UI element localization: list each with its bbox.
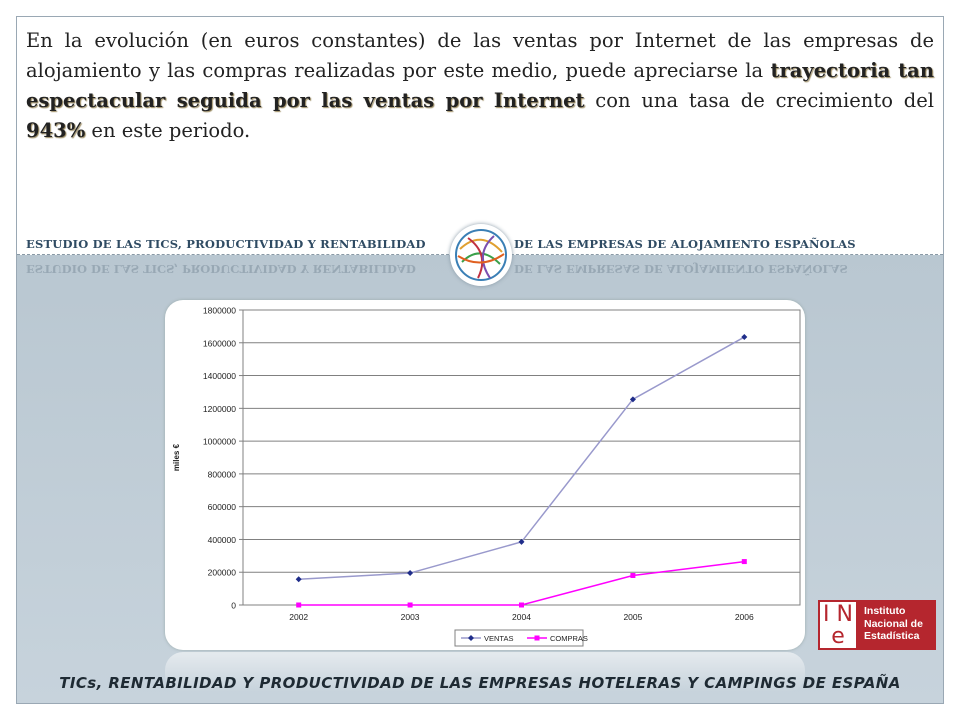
data-point-compras bbox=[296, 602, 302, 608]
slide-frame bbox=[16, 16, 944, 704]
x-tick-label: 2006 bbox=[735, 612, 754, 622]
paragraph-highlight-2: 943% bbox=[26, 119, 86, 142]
legend-marker bbox=[534, 635, 540, 641]
intro-paragraph: En la evolución (en euros constantes) de… bbox=[26, 26, 934, 146]
banner-left: ESTUDIO DE LAS TICS, PRODUCTIVIDAD Y REN… bbox=[26, 237, 426, 251]
data-point-compras bbox=[741, 559, 747, 565]
x-tick-label: 2002 bbox=[289, 612, 308, 622]
y-tick-label: 1000000 bbox=[203, 437, 236, 447]
data-point-ventas bbox=[518, 538, 525, 545]
line-chart: 0 200000 400000 600000 800000 1000000 1200000 1… bbox=[172, 306, 801, 647]
y-tick-label: 600000 bbox=[208, 502, 237, 512]
y-tick-label: 1800000 bbox=[203, 306, 236, 316]
x-tick-label: 2005 bbox=[623, 612, 642, 622]
legend-box bbox=[454, 629, 584, 647]
data-point-ventas bbox=[629, 396, 636, 403]
chart-reflection bbox=[165, 652, 805, 692]
data-point-compras bbox=[407, 602, 413, 608]
y-tick-label: 1600000 bbox=[203, 338, 236, 348]
data-point-ventas bbox=[741, 334, 748, 341]
banner-left-reflection: ESTUDIO DE LAS TICS, PRODUCTIVIDAD Y REN… bbox=[26, 262, 416, 276]
x-tick-label: 2003 bbox=[401, 612, 420, 622]
paragraph-text-3: en este periodo. bbox=[85, 119, 251, 142]
data-point-ventas bbox=[407, 570, 414, 577]
data-point-compras bbox=[519, 602, 524, 608]
legend-label: COMPRAS bbox=[550, 634, 588, 643]
data-point-compras bbox=[630, 573, 636, 578]
y-tick-label: 0 bbox=[231, 601, 236, 611]
footer-title: TICs, RENTABILIDAD Y PRODUCTIVIDAD DE LA… bbox=[59, 674, 901, 692]
ine-name: Instituto Nacional de Estadística bbox=[864, 605, 923, 643]
paragraph-text-2: con una tasa de crecimiento del bbox=[584, 89, 934, 112]
y-tick-label: 400000 bbox=[208, 535, 237, 545]
y-tick-label: 1400000 bbox=[203, 371, 236, 381]
data-point-ventas bbox=[295, 576, 302, 583]
x-tick-label: 2004 bbox=[512, 612, 531, 622]
plot-area bbox=[242, 309, 801, 606]
banner-right-reflection: DE LAS EMPRESAS DE ALOJAMIENTO ESPAÑOLAS bbox=[514, 262, 848, 276]
ine-line-1: Instituto bbox=[864, 605, 906, 617]
series-line-compras bbox=[298, 560, 745, 606]
globe-logo-icon bbox=[450, 224, 512, 286]
top-panel bbox=[17, 17, 943, 255]
ine-line-2: Nacional de bbox=[864, 617, 923, 630]
chart-card: 0 200000 400000 600000 800000 1000000 1200000 1… bbox=[165, 300, 805, 650]
legend-label: VENTAS bbox=[484, 634, 513, 643]
paragraph-highlight-1: trayectoria tan espectacular seguida por… bbox=[26, 59, 934, 112]
banner-right: DE LAS EMPRESAS DE ALOJAMIENTO ESPAÑOLAS bbox=[514, 237, 856, 251]
paragraph-text-1: En la evolución (en euros constantes) de… bbox=[26, 29, 934, 82]
y-axis-label: miles € bbox=[172, 443, 181, 471]
y-tick-label: 800000 bbox=[208, 469, 237, 479]
y-tick-label: 200000 bbox=[208, 568, 237, 578]
y-tick-label: 1200000 bbox=[203, 404, 236, 414]
legend-marker bbox=[468, 635, 474, 641]
ine-line-3: Estadística bbox=[864, 630, 920, 642]
